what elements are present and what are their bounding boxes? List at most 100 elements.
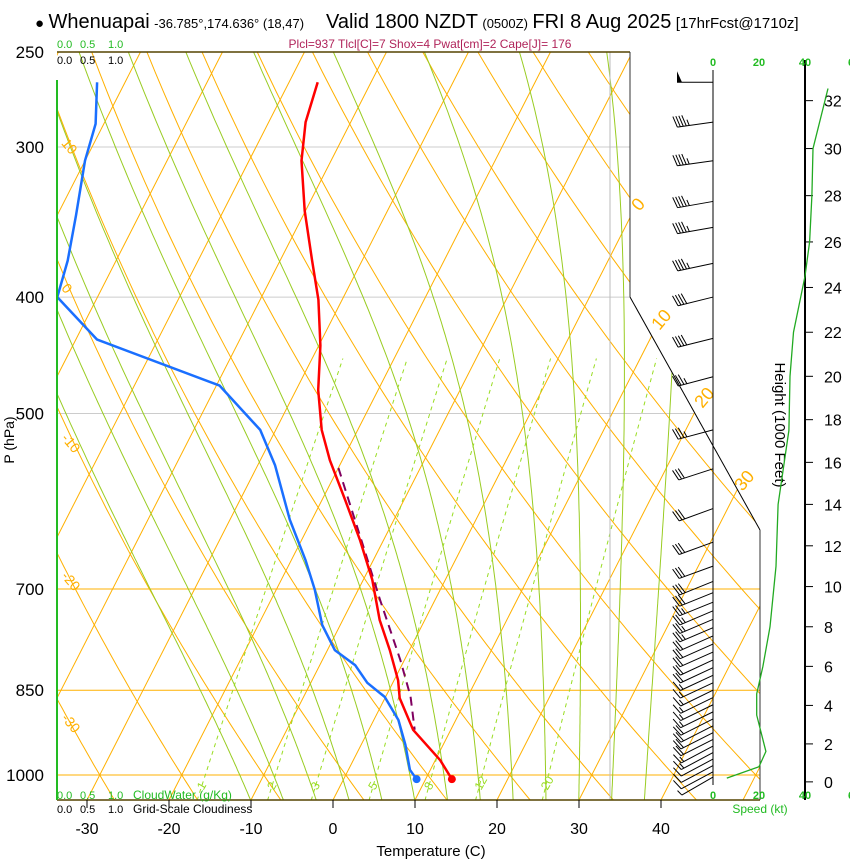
valid-utc: (0500Z) xyxy=(482,16,528,31)
wind-barb-staff xyxy=(680,667,714,684)
wind-barb xyxy=(672,659,714,676)
valid-local: Valid 1800 NZDT xyxy=(326,11,478,33)
moist-adiabat-line xyxy=(78,52,383,800)
wind-barb-feather xyxy=(672,223,678,234)
wind-barb-staff xyxy=(681,776,714,796)
wind-barb-feather xyxy=(673,760,682,770)
height-tick-label: 18 xyxy=(824,413,842,430)
wind-barb-staff xyxy=(680,718,714,736)
wind-barb xyxy=(677,776,714,796)
wind-barb-feather xyxy=(675,222,681,234)
wind-barb xyxy=(672,725,714,743)
height-tick-label: 30 xyxy=(824,142,842,159)
cloudwater-scale-label: 0.5 xyxy=(80,39,95,51)
wind-barb-staff xyxy=(677,226,714,235)
speed-tick-label: 6 xyxy=(848,57,850,69)
x-tick-label: 0 xyxy=(329,821,338,838)
wind-barb-feather xyxy=(680,334,688,346)
wind-barb-staff xyxy=(677,200,714,209)
isotherm-line xyxy=(86,52,469,800)
isotherm-label: -20 xyxy=(58,568,83,594)
wind-barb-feather xyxy=(675,543,683,554)
dry-adiabat-line xyxy=(367,52,760,800)
height-tick-label: 22 xyxy=(824,325,842,342)
moist-adiabat-line xyxy=(57,52,252,800)
wind-barb-feather xyxy=(675,116,681,127)
wind-barb-feather xyxy=(675,584,683,595)
wind-barb-feather xyxy=(673,780,682,790)
height-tick-label: 6 xyxy=(824,659,833,676)
x-tick-label: -20 xyxy=(157,821,180,838)
surface-dewpoint-dot xyxy=(412,775,421,784)
wind-barb-staff xyxy=(680,758,714,777)
wind-barb-feather xyxy=(677,583,686,593)
wind-barb-feather xyxy=(672,596,681,607)
moist-adiabat-line xyxy=(423,52,547,800)
cloudwater-scale-label: 0.0 xyxy=(57,39,72,51)
wind-barb-staff xyxy=(680,771,714,790)
isotherm-line xyxy=(168,52,551,800)
wind-barb-staff xyxy=(680,765,714,783)
wind-barb xyxy=(672,508,714,522)
wind-barb-feather xyxy=(678,154,684,166)
wind-barb xyxy=(672,334,714,348)
wind-barb-half-feather xyxy=(681,625,686,632)
wind-barb-feather xyxy=(672,295,679,307)
wind-barb-feather xyxy=(675,656,684,666)
wind-barb-feather xyxy=(672,624,681,634)
wind-barb xyxy=(677,71,713,83)
station-name: Whenuapai xyxy=(48,11,150,33)
wind-barb-feather xyxy=(672,711,682,721)
wind-barb-feather xyxy=(672,606,681,616)
wind-barb-staff xyxy=(678,468,714,481)
wind-barb xyxy=(672,592,714,607)
wind-barb-feather xyxy=(678,115,684,127)
dry-adiabat-line xyxy=(57,52,116,800)
wind-barb-feather xyxy=(681,115,687,127)
wind-barb-staff xyxy=(680,738,714,757)
wind-barb-staff xyxy=(678,376,714,387)
wind-barb-feather xyxy=(675,672,684,682)
wind-barb-staff xyxy=(680,752,714,770)
mixing-ratio-label: 20 xyxy=(538,773,557,792)
mixing-ratio-line xyxy=(196,358,344,800)
wind-barb-feather xyxy=(675,196,681,208)
wind-barb xyxy=(672,195,714,209)
wind-barb xyxy=(672,674,714,691)
pressure-label: 400 xyxy=(16,288,44,307)
wind-barb xyxy=(672,667,714,684)
mixing-ratio-label: 3 xyxy=(308,779,324,792)
wind-barb xyxy=(672,711,714,729)
cloudiness-scale-label: 1.0 xyxy=(108,804,123,816)
wind-barb xyxy=(672,738,714,757)
wind-barb-feather xyxy=(672,697,682,707)
wind-barb-feather xyxy=(677,542,686,553)
wind-barb-staff xyxy=(679,651,714,668)
height-tick-label: 12 xyxy=(824,539,842,556)
wind-barb-half-feather xyxy=(678,721,684,727)
wind-barb-staff xyxy=(680,697,714,714)
wind-barb-staff xyxy=(677,160,714,167)
wind-barb xyxy=(672,153,714,167)
wind-barb-half-feather xyxy=(678,691,684,698)
wind-barb-staff xyxy=(680,682,714,699)
wind-barb-staff xyxy=(680,674,714,691)
valid-time: Valid 1800 NZDT (0500Z) FRI 8 Aug 2025 [… xyxy=(326,11,799,34)
dry-adiabat-line xyxy=(642,52,760,800)
dry-adiabat-line xyxy=(201,52,698,800)
wind-barb-staff xyxy=(680,704,714,721)
wind-barb-half-feather xyxy=(686,199,690,206)
wind-barb-feather xyxy=(675,595,683,606)
wind-barb-half-feather xyxy=(686,158,690,165)
isotherm-label: -30 xyxy=(58,710,83,736)
dry-adiabat-line xyxy=(57,52,448,800)
height-tick-label: 32 xyxy=(824,94,842,111)
wind-barb-staff xyxy=(680,659,714,676)
wind-barb-feather xyxy=(675,510,683,521)
wind-barb-feather xyxy=(677,468,685,479)
wind-barb-half-feather xyxy=(679,756,685,762)
cloudwater-title: CloudWater (g/Kg) xyxy=(133,788,232,802)
wind-barb-half-feather xyxy=(678,714,684,720)
wind-barb-feather xyxy=(677,509,686,520)
wind-barb-staff xyxy=(680,725,714,743)
